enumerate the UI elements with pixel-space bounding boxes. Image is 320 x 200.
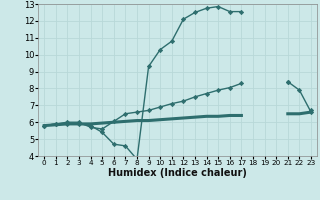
X-axis label: Humidex (Indice chaleur): Humidex (Indice chaleur) xyxy=(108,168,247,178)
